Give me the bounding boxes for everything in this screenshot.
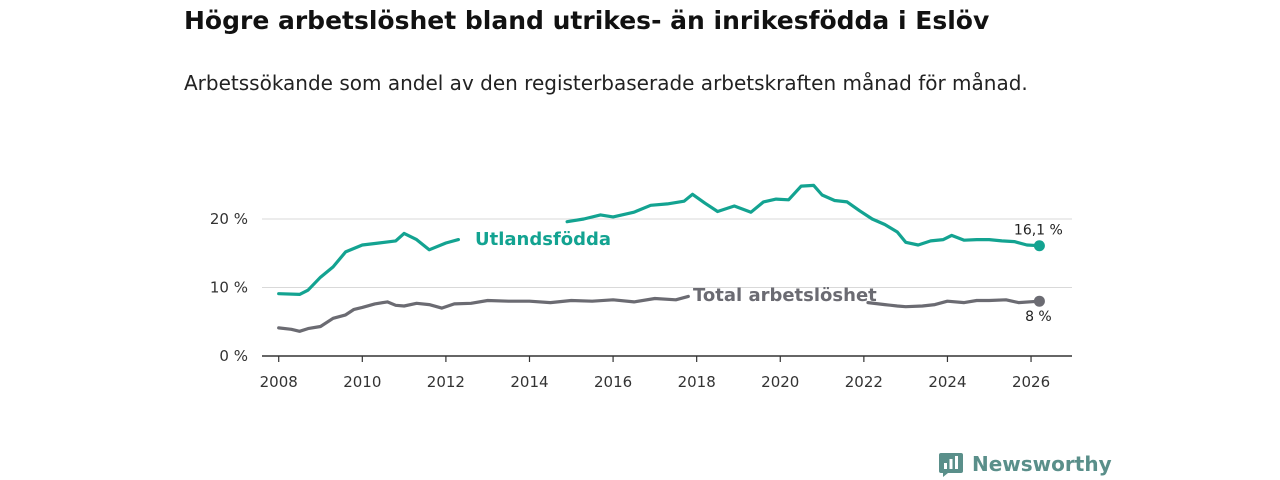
- label-layer: 16,1 % 8 % Utlandsfödda Total arbetslöshet: [475, 223, 1063, 325]
- series-label-utlandsfodda: Utlandsfödda: [475, 229, 611, 250]
- y-tick-label: 20 %: [210, 210, 248, 228]
- series-line-total-segment-1: [866, 298, 1041, 309]
- x-tick-label: 2016: [594, 373, 632, 391]
- chart-title: Högre arbetslöshet bland utrikes- än inr…: [184, 6, 990, 35]
- x-tick-label: 2024: [928, 373, 966, 391]
- newsworthy-brand: Newsworthy: [938, 448, 1112, 480]
- grid-layer: 0 % 10 % 20 %: [210, 210, 1072, 365]
- series-line-utlandsfodda-segment-1: [565, 183, 1041, 248]
- x-tick-label: 2026: [1012, 373, 1050, 391]
- y-tick-label: 0 %: [219, 347, 248, 365]
- x-tick-label: 2020: [761, 373, 799, 391]
- x-tick-label: 2018: [678, 373, 716, 391]
- brand-name: Newsworthy: [972, 452, 1112, 476]
- series-end-point-utlandsfodda: [1033, 240, 1045, 252]
- series-end-label: 16,1 %: [1014, 223, 1063, 239]
- series-line-utlandsfodda-segment-0: [277, 231, 460, 296]
- x-tick-label: 2008: [260, 373, 298, 391]
- series-end-label: 8 %: [1025, 309, 1052, 325]
- x-tick-label: 2022: [845, 373, 883, 391]
- chart-subtitle: Arbetssökande som andel av den registerb…: [184, 71, 1028, 95]
- x-tick-label: 2014: [510, 373, 548, 391]
- x-tick-label: 2010: [343, 373, 381, 391]
- line-chart: 0 % 10 % 20 % 2008 2010 2012 2014 2016 2018 2020…: [210, 183, 1072, 391]
- series-line-total-segment-0: [277, 294, 690, 333]
- series-label-total: Total arbetslöshet: [693, 285, 877, 306]
- newsworthy-logo-icon: [939, 453, 963, 477]
- x-tick-label: 2012: [427, 373, 465, 391]
- x-axis: 2008 2010 2012 2014 2016 2018 2020 2022 2024 2026: [260, 355, 1072, 391]
- series-layer: [277, 183, 1045, 333]
- series-end-point-total: [1033, 295, 1045, 307]
- y-tick-label: 10 %: [210, 279, 248, 297]
